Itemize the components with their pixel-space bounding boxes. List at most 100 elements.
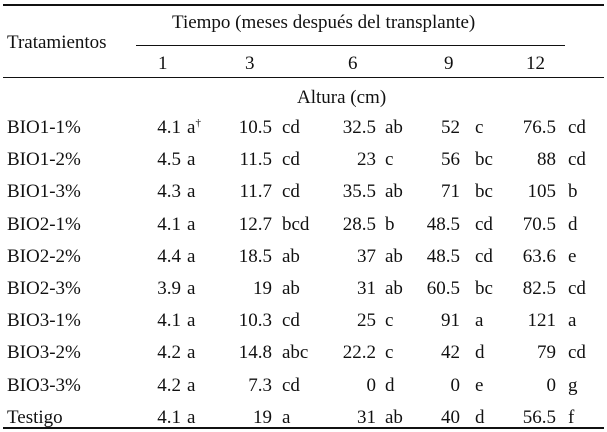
significance-letter-month-9: bc xyxy=(475,279,493,298)
significance-letter-text: d xyxy=(385,375,395,396)
height-value-month-6: 28.5 xyxy=(342,214,376,235)
height-value-month-9: 56 xyxy=(441,149,460,170)
significance-letter-text: c xyxy=(475,117,484,138)
height-value-month-9: 48.5 xyxy=(426,246,460,267)
significance-letter-text: ab xyxy=(282,246,300,267)
significance-letter-month-6: c xyxy=(385,311,393,330)
significance-letter-month-1: a xyxy=(187,215,195,234)
significance-letter-month-1: a xyxy=(187,408,195,427)
significance-letter-text: abc xyxy=(282,342,309,363)
time-header-rule xyxy=(136,45,565,46)
significance-letter-month-3: cd xyxy=(282,150,300,169)
month-header-3: 3 xyxy=(245,53,255,74)
significance-letter-month-3: bcd xyxy=(282,215,309,234)
height-value-month-12: 63.6 xyxy=(522,246,556,267)
significance-letter-month-3: cd xyxy=(282,118,300,137)
significance-letter-month-6: d xyxy=(385,376,395,395)
height-value-month-1: 3.9 xyxy=(157,278,181,299)
height-value-month-9: 0 xyxy=(450,375,461,396)
height-value-month-1: 4.5 xyxy=(157,149,181,170)
height-value-month-1: 4.3 xyxy=(157,181,181,202)
significance-letter-month-9: cd xyxy=(475,215,493,234)
height-value-month-3: 12.7 xyxy=(238,214,272,235)
height-value-month-3: 18.5 xyxy=(238,246,272,267)
height-value-month-9: 71 xyxy=(441,181,460,202)
height-value-month-3: 11.7 xyxy=(239,181,272,202)
significance-letter-text: a xyxy=(187,375,196,396)
significance-letter-month-1: a xyxy=(187,376,195,395)
significance-letter-month-9: cd xyxy=(475,247,493,266)
significance-letter-text: a xyxy=(282,407,291,428)
significance-letter-text: ab xyxy=(282,278,300,299)
height-value-month-3: 10.3 xyxy=(238,310,272,331)
significance-letter-text: b xyxy=(568,181,578,202)
month-header-12: 12 xyxy=(526,53,545,74)
height-value-month-9: 91 xyxy=(441,310,460,331)
significance-letter-month-12: cd xyxy=(568,150,586,169)
significance-letter-text: cd xyxy=(282,149,300,170)
significance-letter-text: cd xyxy=(568,149,586,170)
height-value-month-3: 7.3 xyxy=(248,375,272,396)
significance-letter-text: f xyxy=(568,407,575,428)
significance-letter-text: e xyxy=(568,246,577,267)
significance-letter-text: cd xyxy=(475,246,493,267)
significance-letter-month-6: b xyxy=(385,215,395,234)
time-header: Tiempo (meses después del transplante) xyxy=(172,12,476,33)
height-value-month-1: 4.1 xyxy=(157,310,181,331)
row-label: BIO2-3% xyxy=(7,278,81,299)
significance-letter-month-9: d xyxy=(475,408,485,427)
significance-letter-text: a xyxy=(187,342,196,363)
significance-letter-month-1: a xyxy=(187,247,195,266)
significance-letter-month-1: a xyxy=(187,182,195,201)
significance-letter-text: b xyxy=(385,214,395,235)
height-value-month-12: 105 xyxy=(527,181,557,202)
significance-letter-month-12: cd xyxy=(568,343,586,362)
bottom-rule xyxy=(3,427,604,429)
height-value-month-9: 40 xyxy=(441,407,460,428)
height-value-month-3: 11.5 xyxy=(239,149,272,170)
significance-letter-text: a xyxy=(187,214,196,235)
height-value-month-1: 4.4 xyxy=(157,246,181,267)
significance-letter-text: bc xyxy=(475,181,493,202)
significance-letter-text: a xyxy=(187,149,196,170)
significance-letter-text: ab xyxy=(385,117,403,138)
height-value-month-12: 70.5 xyxy=(522,214,556,235)
significance-letter-month-9: c xyxy=(475,118,483,137)
significance-letter-text: a xyxy=(568,310,577,331)
significance-letter-text: cd xyxy=(282,310,300,331)
significance-letter-text: c xyxy=(385,149,394,170)
significance-letter-month-12: f xyxy=(568,408,574,427)
row-label: Testigo xyxy=(7,407,63,428)
height-value-month-6: 0 xyxy=(366,375,377,396)
height-value-month-6: 37 xyxy=(357,246,376,267)
significance-letter-month-3: a xyxy=(282,408,290,427)
significance-letter-text: bc xyxy=(475,278,493,299)
height-value-month-6: 31 xyxy=(357,407,376,428)
significance-letter-month-3: cd xyxy=(282,311,300,330)
height-value-month-12: 56.5 xyxy=(522,407,556,428)
significance-letter-month-3: cd xyxy=(282,182,300,201)
height-value-month-1: 4.2 xyxy=(157,375,181,396)
significance-letter-text: ab xyxy=(385,407,403,428)
significance-letter-text: ab xyxy=(385,246,403,267)
height-value-month-6: 25 xyxy=(357,310,376,331)
significance-letter-text: a xyxy=(187,117,196,138)
significance-letter-text: bc xyxy=(475,149,493,170)
height-value-month-12: 88 xyxy=(537,149,556,170)
significance-letter-text: ab xyxy=(385,278,403,299)
month-header-6: 6 xyxy=(348,53,358,74)
row-label: BIO1-1% xyxy=(7,117,81,138)
significance-letter-month-6: ab xyxy=(385,247,403,266)
month-header-9: 9 xyxy=(444,53,454,74)
significance-letter-text: a xyxy=(187,278,196,299)
significance-letter-text: c xyxy=(385,310,394,331)
significance-letter-month-12: g xyxy=(568,376,578,395)
significance-letter-month-9: a xyxy=(475,311,483,330)
row-label: BIO3-3% xyxy=(7,375,81,396)
significance-letter-text: d xyxy=(475,342,485,363)
significance-letter-month-3: abc xyxy=(282,343,308,362)
significance-letter-month-9: e xyxy=(475,376,483,395)
height-value-month-6: 32.5 xyxy=(342,117,376,138)
significance-letter-text: cd xyxy=(568,342,586,363)
